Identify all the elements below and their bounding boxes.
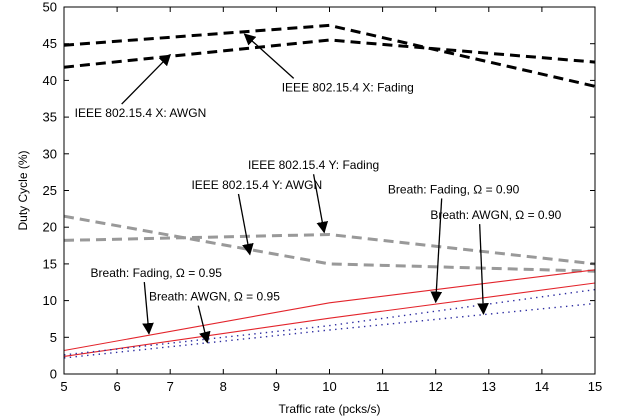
series-layer — [63, 23, 596, 359]
y-tick-label: 25 — [43, 183, 57, 198]
x-tick-label: 6 — [113, 379, 120, 394]
x-tick-label: 5 — [60, 379, 67, 394]
x-tick-label: 11 — [376, 379, 390, 394]
series-line-breath-fading-dots — [63, 288, 596, 356]
x-tick-label: 15 — [588, 379, 602, 394]
y-tick-label: 30 — [43, 146, 57, 161]
x-tick-label: 12 — [428, 379, 442, 394]
y-tick-label: 50 — [43, 0, 57, 15]
annotation-arrow — [243, 33, 295, 79]
x-tick-label: 7 — [167, 379, 174, 394]
annotation-arrow — [197, 305, 211, 344]
y-tick-label: 10 — [43, 293, 57, 308]
annotation-arrow — [430, 198, 443, 304]
annotation-label: Breath: Fading, Ω = 0.90 — [388, 182, 520, 196]
annotation-arrow — [121, 53, 172, 105]
y-tick-label: 0 — [50, 367, 57, 382]
annotation-label: IEEE 802.15.4 Y: AWGN — [191, 178, 322, 192]
x-axis-label: Traffic rate (pcks/s) — [278, 402, 380, 416]
annotation-layer: IEEE 802.15.4 X: Fading IEEE 802.15.4 X: … — [75, 33, 562, 344]
y-tick-label: 45 — [43, 36, 57, 51]
annotation-label: IEEE 802.15.4 X: AWGN — [75, 106, 207, 120]
series-line-breath-awgn — [63, 282, 596, 357]
x-tick-label: 8 — [220, 379, 227, 394]
annotation-arrow — [477, 224, 489, 315]
y-tick-label: 15 — [43, 256, 57, 271]
annotation-arrow — [237, 193, 254, 256]
x-tick-label: 13 — [482, 379, 496, 394]
series-line-y-fading — [63, 214, 596, 273]
series-line-y-awgn — [63, 232, 596, 266]
annotation-label: Breath: AWGN, Ω = 0.90 — [430, 208, 561, 222]
x-tick-label: 10 — [322, 379, 336, 394]
y-tick-label: 35 — [43, 110, 57, 125]
annotation-arrow — [142, 282, 154, 335]
x-tick-label: 14 — [535, 379, 549, 394]
y-tick-label: 20 — [43, 220, 57, 235]
annotation-label: IEEE 802.15.4 Y: Fading — [248, 158, 379, 172]
series-line-x-fading — [63, 23, 596, 88]
plot-area — [64, 7, 595, 374]
series-line-breath-awgn-dots — [63, 302, 596, 359]
y-axis-label: Duty Cycle (%) — [16, 150, 30, 230]
series-line-x-awgn — [63, 38, 596, 69]
annotation-label: Breath: AWGN, Ω = 0.95 — [149, 290, 280, 304]
annotation-arrow — [312, 174, 329, 234]
x-tick-label: 9 — [273, 379, 280, 394]
annotation-label: IEEE 802.15.4 X: Fading — [282, 80, 414, 94]
y-tick-label: 5 — [50, 330, 57, 345]
annotation-label: Breath: Fading, Ω = 0.95 — [91, 266, 223, 280]
y-tick-label: 40 — [43, 73, 57, 88]
